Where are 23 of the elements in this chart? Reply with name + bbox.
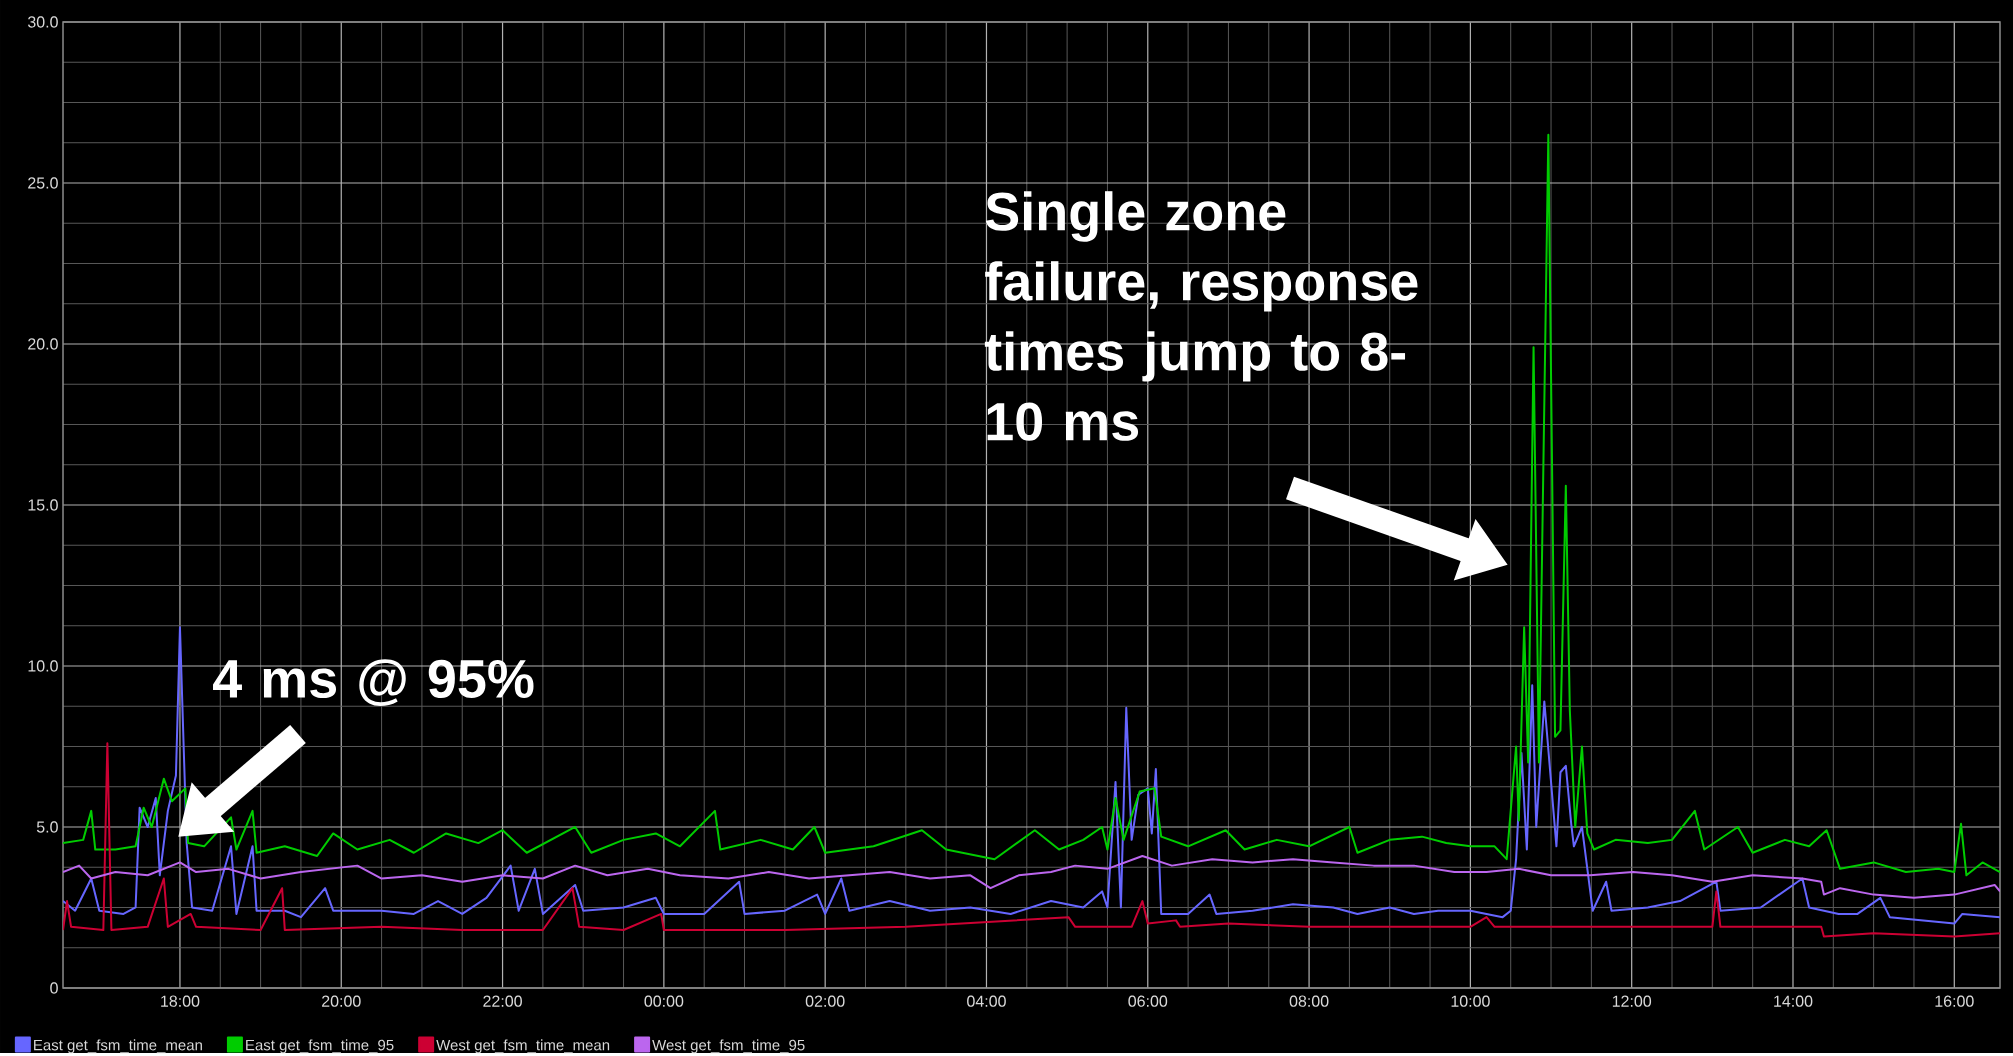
x-tick-label: 10:00 bbox=[1451, 995, 1490, 1007]
x-tick-label: 00:00 bbox=[644, 995, 684, 1007]
legend-label: West get_fsm_time_mean bbox=[436, 1039, 610, 1054]
y-tick-label: 30.0 bbox=[27, 16, 58, 28]
x-tick-label: 06:00 bbox=[1128, 995, 1168, 1007]
x-tick-label: 14:00 bbox=[1774, 995, 1813, 1007]
legend-label: West get_fsm_time_95 bbox=[652, 1039, 805, 1054]
y-tick-label: 5.0 bbox=[36, 821, 58, 833]
legend-label: East get_fsm_time_95 bbox=[246, 1039, 394, 1054]
legend-label: East get_fsm_time_mean bbox=[34, 1039, 202, 1054]
x-tick-label: 22:00 bbox=[483, 995, 522, 1007]
y-tick-label: 0 bbox=[50, 982, 58, 994]
x-tick-label: 02:00 bbox=[805, 995, 845, 1007]
x-tick-label: 12:00 bbox=[1612, 995, 1652, 1007]
y-tick-label: 10.0 bbox=[28, 660, 58, 672]
x-tick-label: 20:00 bbox=[322, 995, 361, 1007]
x-tick-label: 04:00 bbox=[967, 995, 1006, 1007]
x-tick-label: 08:00 bbox=[1289, 995, 1329, 1007]
x-tick-label: 16:00 bbox=[1935, 995, 1974, 1007]
y-tick-label: 15.0 bbox=[28, 499, 58, 511]
y-tick-label: 25.0 bbox=[28, 177, 58, 189]
x-tick-label: 18:00 bbox=[161, 995, 200, 1007]
y-tick-label: 20.0 bbox=[28, 338, 58, 350]
